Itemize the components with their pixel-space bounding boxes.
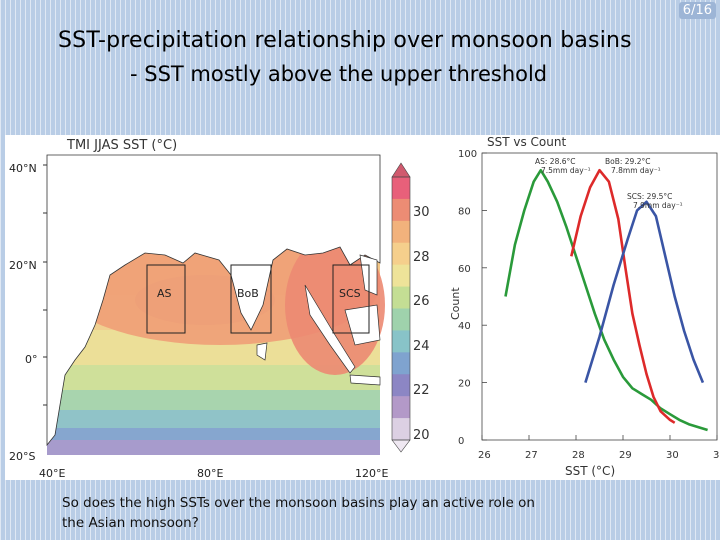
annotation-bob: BoB: 29.2°C 7.8mm day⁻¹ — [605, 157, 661, 175]
colorbar-label-24: 24 — [413, 339, 430, 354]
basin-label-scs: SCS — [339, 287, 361, 300]
chart-ylabel: Count — [449, 287, 462, 320]
y-tick-label: 0 — [458, 436, 464, 447]
colorbar-segment — [392, 374, 410, 397]
lon-label-40e: 40°E — [39, 467, 65, 480]
colorbar-segment — [392, 418, 410, 441]
slide-title-line2: - SST mostly above the upper threshold — [130, 62, 548, 86]
asia-africa-land — [46, 154, 381, 447]
colorbar-segment — [392, 308, 410, 331]
y-tick-label: 40 — [458, 321, 471, 332]
y-tick-label: 20 — [458, 379, 471, 390]
x-tick-label: 28 — [572, 450, 585, 461]
colorbar-segment — [392, 286, 410, 309]
sst-count-chart: SST vs Count SST (°C) Count 26 27 28 29 30 31… — [449, 135, 720, 478]
y-tick-label: 80 — [458, 206, 471, 217]
y-tick-label: 100 — [458, 149, 477, 160]
colorbar-label-30: 30 — [413, 205, 430, 220]
y-tick-label: 60 — [458, 264, 471, 275]
lat-label-eq: 0° — [25, 353, 38, 366]
series-line-as — [504, 168, 708, 432]
colorbar-segment — [392, 352, 410, 375]
x-tick-label: 26 — [478, 450, 491, 461]
sst-map: TMI JJAS SST (°C) AS — [9, 138, 430, 480]
colorbar — [391, 162, 411, 453]
caption: So does the high SSTs over the monsoon b… — [62, 493, 535, 533]
lat-label-20s: 20°S — [9, 450, 35, 463]
colorbar-segment — [392, 264, 410, 288]
basin-box-bob — [230, 264, 272, 334]
basin-label-bob: BoB — [237, 287, 259, 300]
caption-line1: So does the high SSTs over the monsoon b… — [62, 495, 535, 511]
colorbar-label-26: 26 — [413, 294, 430, 309]
colorbar-label-20: 20 — [413, 428, 430, 443]
lat-label-40n: 40°N — [9, 162, 37, 175]
colorbar-segment — [392, 220, 410, 244]
lat-label-20n: 20°N — [9, 259, 37, 272]
colorbar-segment — [392, 396, 410, 419]
chart-frame — [481, 152, 718, 441]
chart-xlabel: SST (°C) — [565, 464, 615, 478]
basin-box-scs — [332, 264, 370, 334]
slide-title-line1: SST-precipitation relationship over mons… — [58, 28, 632, 53]
lon-label-120e: 120°E — [355, 467, 388, 480]
page-number: 6/16 — [678, 2, 716, 19]
basin-box-as — [146, 264, 186, 334]
colorbar-segment — [392, 330, 410, 353]
colorbar-segment — [392, 242, 410, 266]
colorbar-label-22: 22 — [413, 383, 430, 398]
x-tick-label: 30 — [666, 450, 679, 461]
x-tick-label: 29 — [619, 450, 632, 461]
colorbar-segment — [392, 198, 410, 222]
annotation-as: AS: 28.6°C 7.5mm day⁻¹ — [535, 157, 591, 175]
lon-label-80e: 80°E — [197, 467, 223, 480]
x-tick-label: 27 — [525, 450, 538, 461]
caption-line2: the Asian monsoon? — [62, 515, 199, 531]
figure-svg: TMI JJAS SST (°C) AS — [9, 135, 720, 480]
chart-title: SST vs Count — [487, 135, 566, 149]
annotation-scs: SCS: 29.5°C 7.9mm day⁻¹ — [627, 192, 683, 210]
colorbar-segment — [392, 177, 410, 200]
colorbar-label-28: 28 — [413, 250, 430, 265]
x-tick-label: 31 — [713, 450, 720, 461]
figure-panel: TMI JJAS SST (°C) AS — [5, 135, 720, 480]
series-line-scs — [584, 200, 705, 384]
map-title: TMI JJAS SST (°C) — [66, 138, 177, 153]
colorbar-top-arrow — [391, 162, 411, 178]
series-line-bob — [570, 168, 676, 424]
colorbar-bottom-arrow — [391, 439, 411, 453]
basin-label-as: AS — [157, 287, 172, 300]
